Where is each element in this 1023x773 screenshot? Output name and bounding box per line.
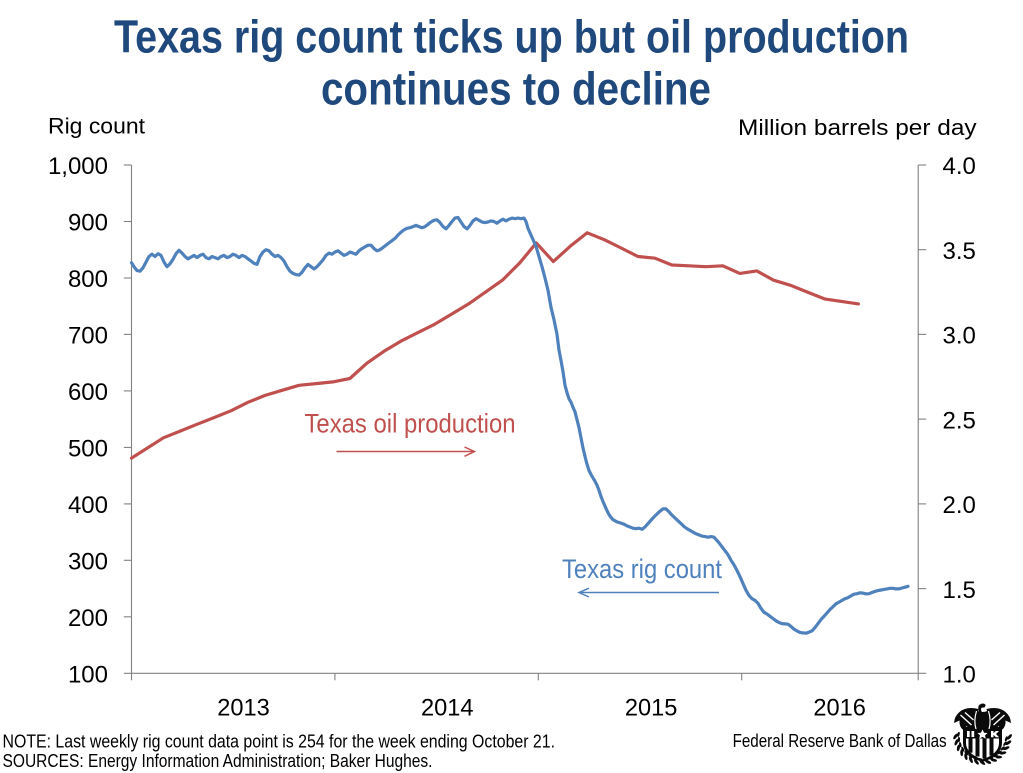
svg-text:Texas rig count ticks up but o: Texas rig count ticks up but oil product… [114,11,909,63]
svg-text:Texas rig count: Texas rig count [562,554,722,584]
svg-text:2015: 2015 [625,695,678,722]
svg-text:1,000: 1,000 [48,153,108,180]
svg-text:SOURCES: Energy Information Ad: SOURCES: Energy Information Administrati… [3,751,433,771]
svg-text:continues to decline: continues to decline [321,63,711,115]
svg-text:2016: 2016 [813,695,866,722]
svg-text:600: 600 [68,379,108,406]
svg-text:4.0: 4.0 [943,153,976,180]
svg-text:300: 300 [68,549,108,576]
svg-text:700: 700 [68,323,108,350]
svg-text:Texas oil production: Texas oil production [305,409,516,439]
svg-text:2.0: 2.0 [943,492,976,519]
svg-text:1.0: 1.0 [943,662,976,689]
svg-text:500: 500 [68,436,108,463]
svg-text:Federal Reserve Bank of Dallas: Federal Reserve Bank of Dallas [733,731,947,751]
svg-text:Million barrels per day: Million barrels per day [738,115,977,140]
svg-text:Rig count: Rig count [48,114,145,139]
svg-text:NOTE: Last weekly rig count da: NOTE: Last weekly rig count data point i… [3,731,556,751]
svg-text:3.0: 3.0 [943,323,976,350]
svg-text:3.5: 3.5 [943,238,976,265]
svg-text:1.5: 1.5 [943,577,976,604]
svg-text:2013: 2013 [217,695,270,722]
svg-text:400: 400 [68,492,108,519]
svg-text:2014: 2014 [421,695,474,722]
svg-text:100: 100 [68,662,108,689]
svg-text:800: 800 [68,266,108,293]
svg-text:200: 200 [68,605,108,632]
svg-text:2.5: 2.5 [943,407,976,434]
svg-text:900: 900 [68,210,108,237]
